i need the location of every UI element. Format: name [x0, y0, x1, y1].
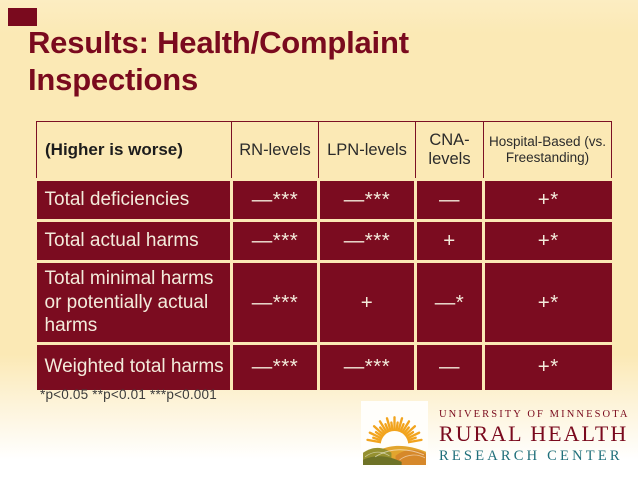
- corner-accent-rect: [8, 8, 37, 26]
- row-label: Total minimal harms or potentially actua…: [36, 260, 233, 345]
- org-logo: UNIVERSITY OF MINNESOTA RURAL HEALTH RES…: [361, 401, 630, 468]
- value-cell: +*: [482, 219, 612, 263]
- results-table: (Higher is worse) RN-levels LPN-levels CNA-…: [36, 121, 612, 390]
- table-row: Total minimal harms or potentially actua…: [36, 260, 612, 345]
- value-cell: —***: [230, 260, 320, 345]
- page-title-line2: Inspections: [28, 62, 199, 97]
- page-title: Results: Health/Complaint Inspections: [28, 24, 409, 98]
- value-cell: +*: [482, 178, 612, 222]
- value-cell: —***: [230, 178, 320, 222]
- row-label: Total deficiencies: [36, 178, 233, 222]
- logo-university-name: UNIVERSITY OF MINNESOTA: [439, 409, 630, 420]
- sunrise-fields-icon: [361, 401, 428, 468]
- column-header-5: Hospital-Based (vs. Freestanding): [483, 121, 612, 180]
- page-title-line1: Results: Health/Complaint: [28, 25, 409, 60]
- value-cell: +: [317, 260, 417, 345]
- value-cell: —***: [230, 219, 320, 263]
- column-header-2: RN-levels: [231, 121, 319, 180]
- table-header-row: (Higher is worse) RN-levels LPN-levels CNA-…: [36, 121, 612, 180]
- table-row: Weighted total harms —*** —*** — +*: [36, 342, 612, 390]
- table-row: Total deficiencies —*** —*** — +*: [36, 178, 612, 222]
- value-cell: —***: [230, 342, 320, 390]
- logo-center-name-line2: RESEARCH CENTER: [439, 448, 623, 464]
- value-cell: —: [414, 342, 485, 390]
- row-label: Weighted total harms: [36, 342, 233, 390]
- value-cell: —*: [414, 260, 485, 345]
- value-cell: —***: [317, 178, 417, 222]
- value-cell: +*: [482, 260, 612, 345]
- value-cell: +*: [482, 342, 612, 390]
- row-label: Total actual harms: [36, 219, 233, 263]
- table-row: Total actual harms —*** —*** + +*: [36, 219, 612, 263]
- column-header-4: CNA-levels: [415, 121, 484, 180]
- org-logo-text: UNIVERSITY OF MINNESOTA RURAL HEALTH RES…: [439, 401, 630, 465]
- value-cell: +: [414, 219, 485, 263]
- column-header-3: LPN-levels: [318, 121, 416, 180]
- logo-center-name-line1: RURAL HEALTH: [439, 421, 629, 446]
- value-cell: —***: [317, 219, 417, 263]
- value-cell: —: [414, 178, 485, 222]
- column-header-1: (Higher is worse): [36, 121, 232, 180]
- value-cell: —***: [317, 342, 417, 390]
- significance-footnote: *p<0.05 **p<0.01 ***p<0.001: [40, 387, 217, 402]
